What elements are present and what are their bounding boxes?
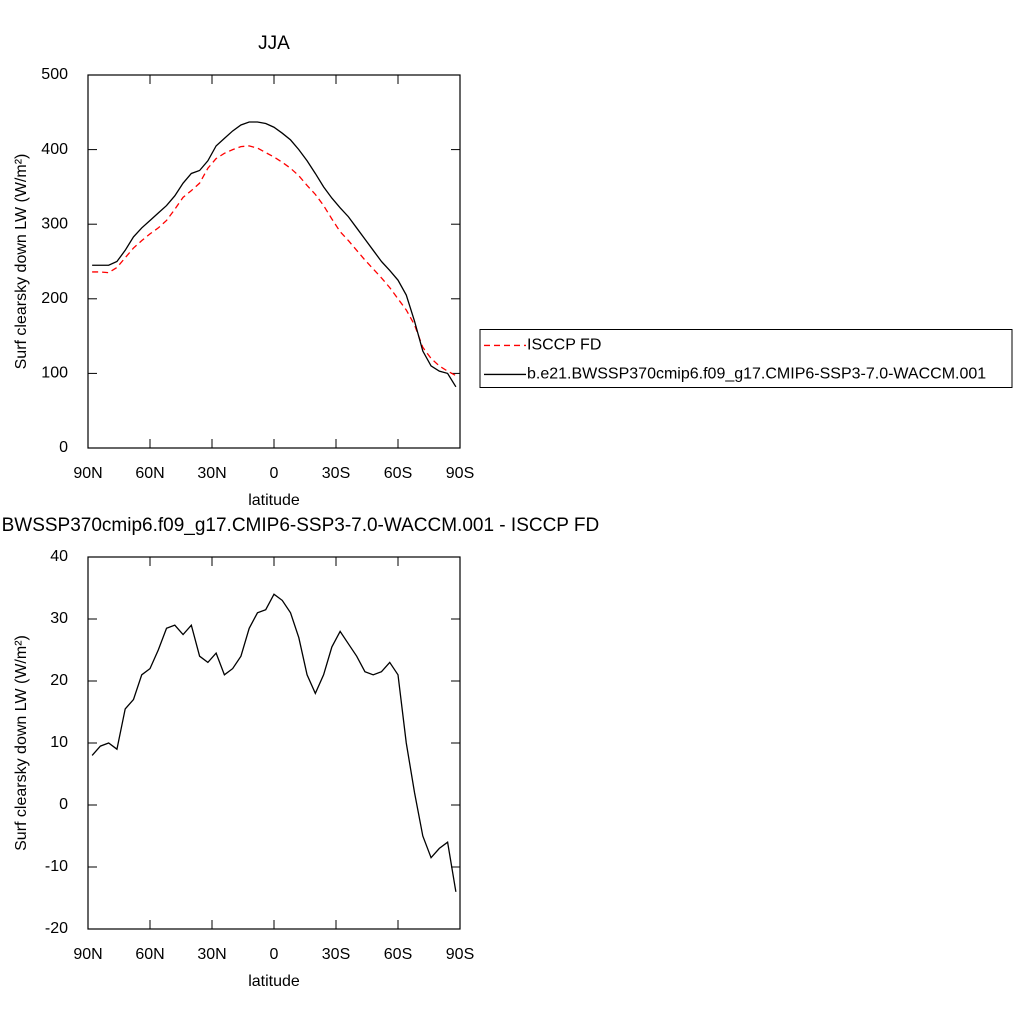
x-tick-label: 60N [135,946,164,963]
y-tick-label: 20 [50,672,68,689]
x-tick-label: 30N [197,946,226,963]
x-axis-label: latitude [248,973,300,990]
y-tick-label: 0 [59,796,68,813]
data-line [91,593,457,892]
legend: ISCCP FD b.e21.BWSSP370cmip6.f09_g17.CMIP… [479,329,1013,388]
x-tick-label: 90S [446,946,474,963]
data-line [92,145,457,377]
legend-label: ISCCP FD [527,337,601,354]
y-tick-label: 400 [41,141,68,158]
y-tick-label: 30 [50,610,68,627]
y-tick-label: 40 [50,548,68,565]
y-tick-label: -10 [45,858,68,875]
chart-title: JJA [258,33,290,54]
x-tick-label: 90N [73,946,102,963]
y-tick-label: 200 [41,290,68,307]
y-tick-label: 0 [59,439,68,456]
y-tick-label: -20 [45,920,68,937]
plot: b.e21.BWSSP370cmip6.f09_g17.CMIP6-SSP3-7… [0,515,599,990]
x-tick-label: 30N [197,465,226,482]
plot: JJA latitude Surf clearsky down LW (W/m²) 0… [13,33,1013,509]
x-tick-label: 60N [135,465,164,482]
legend-box [479,329,1013,388]
y-tick-label: 300 [41,215,68,232]
legend-label: b.e21.BWSSP370cmip6.f09_g17.CMIP6-SSP3-7… [527,366,986,383]
plot-frame [87,74,461,449]
x-axis-label: latitude [248,492,300,509]
x-tick-label: 0 [270,465,279,482]
x-tick-label: 60S [384,946,412,963]
chart-title: b.e21.BWSSP370cmip6.f09_g17.CMIP6-SSP3-7… [0,515,599,536]
x-tick-label: 0 [270,946,279,963]
y-tick-label: 10 [50,734,68,751]
x-tick-label: 90N [73,465,102,482]
y-axis-label: Surf clearsky down LW (W/m²) [13,635,30,851]
x-tick-label: 30S [322,946,350,963]
plot-frame [87,556,461,930]
y-tick-label: 500 [41,66,68,83]
x-tick-label: 60S [384,465,412,482]
x-tick-label: 90S [446,465,474,482]
y-axis-label: Surf clearsky down LW (W/m²) [13,154,30,370]
x-tick-label: 30S [322,465,350,482]
y-tick-label: 100 [41,365,68,382]
data-line [92,121,457,388]
